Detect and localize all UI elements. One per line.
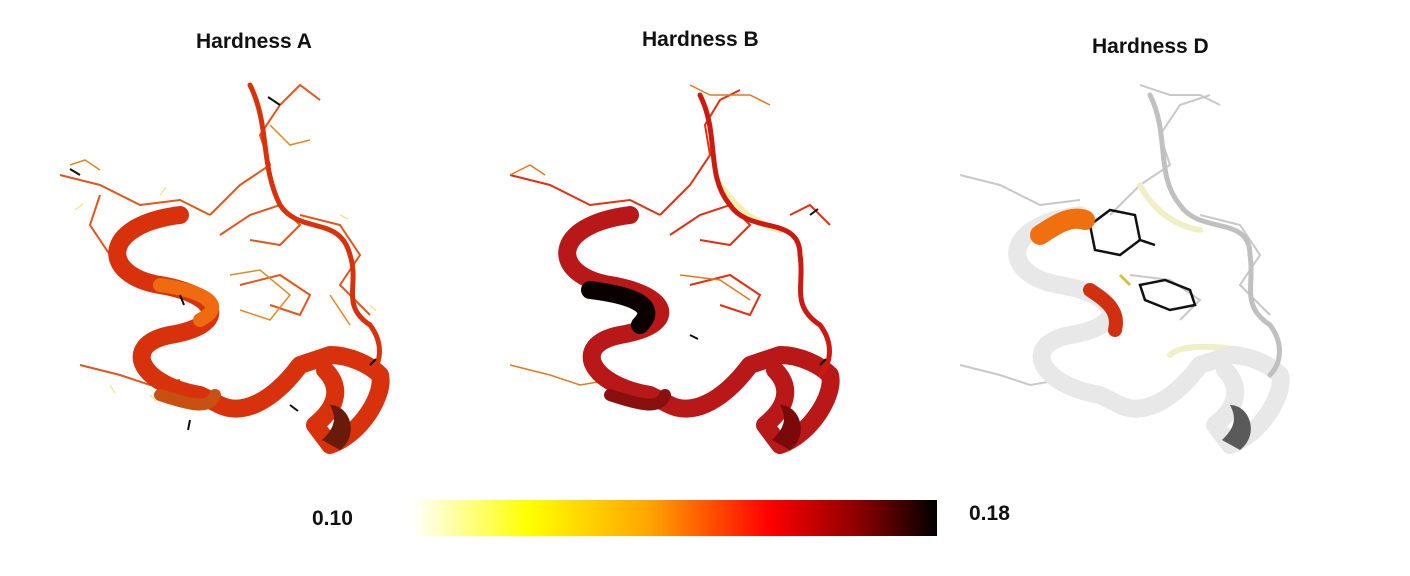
protein-structure-hardness-b [509, 84, 840, 454]
protein-structure-hardness-d [959, 84, 1290, 454]
colorbar-min-label: 0.10 [312, 507, 353, 530]
colorbar [413, 500, 937, 536]
protein-structure-hardness-a [59, 82, 390, 454]
panel-title-hardness-a: Hardness A [196, 30, 312, 53]
colorbar-max-label: 0.18 [969, 502, 1010, 525]
panel-title-hardness-d: Hardness D [1092, 35, 1209, 58]
panel-title-hardness-b: Hardness B [642, 28, 759, 51]
